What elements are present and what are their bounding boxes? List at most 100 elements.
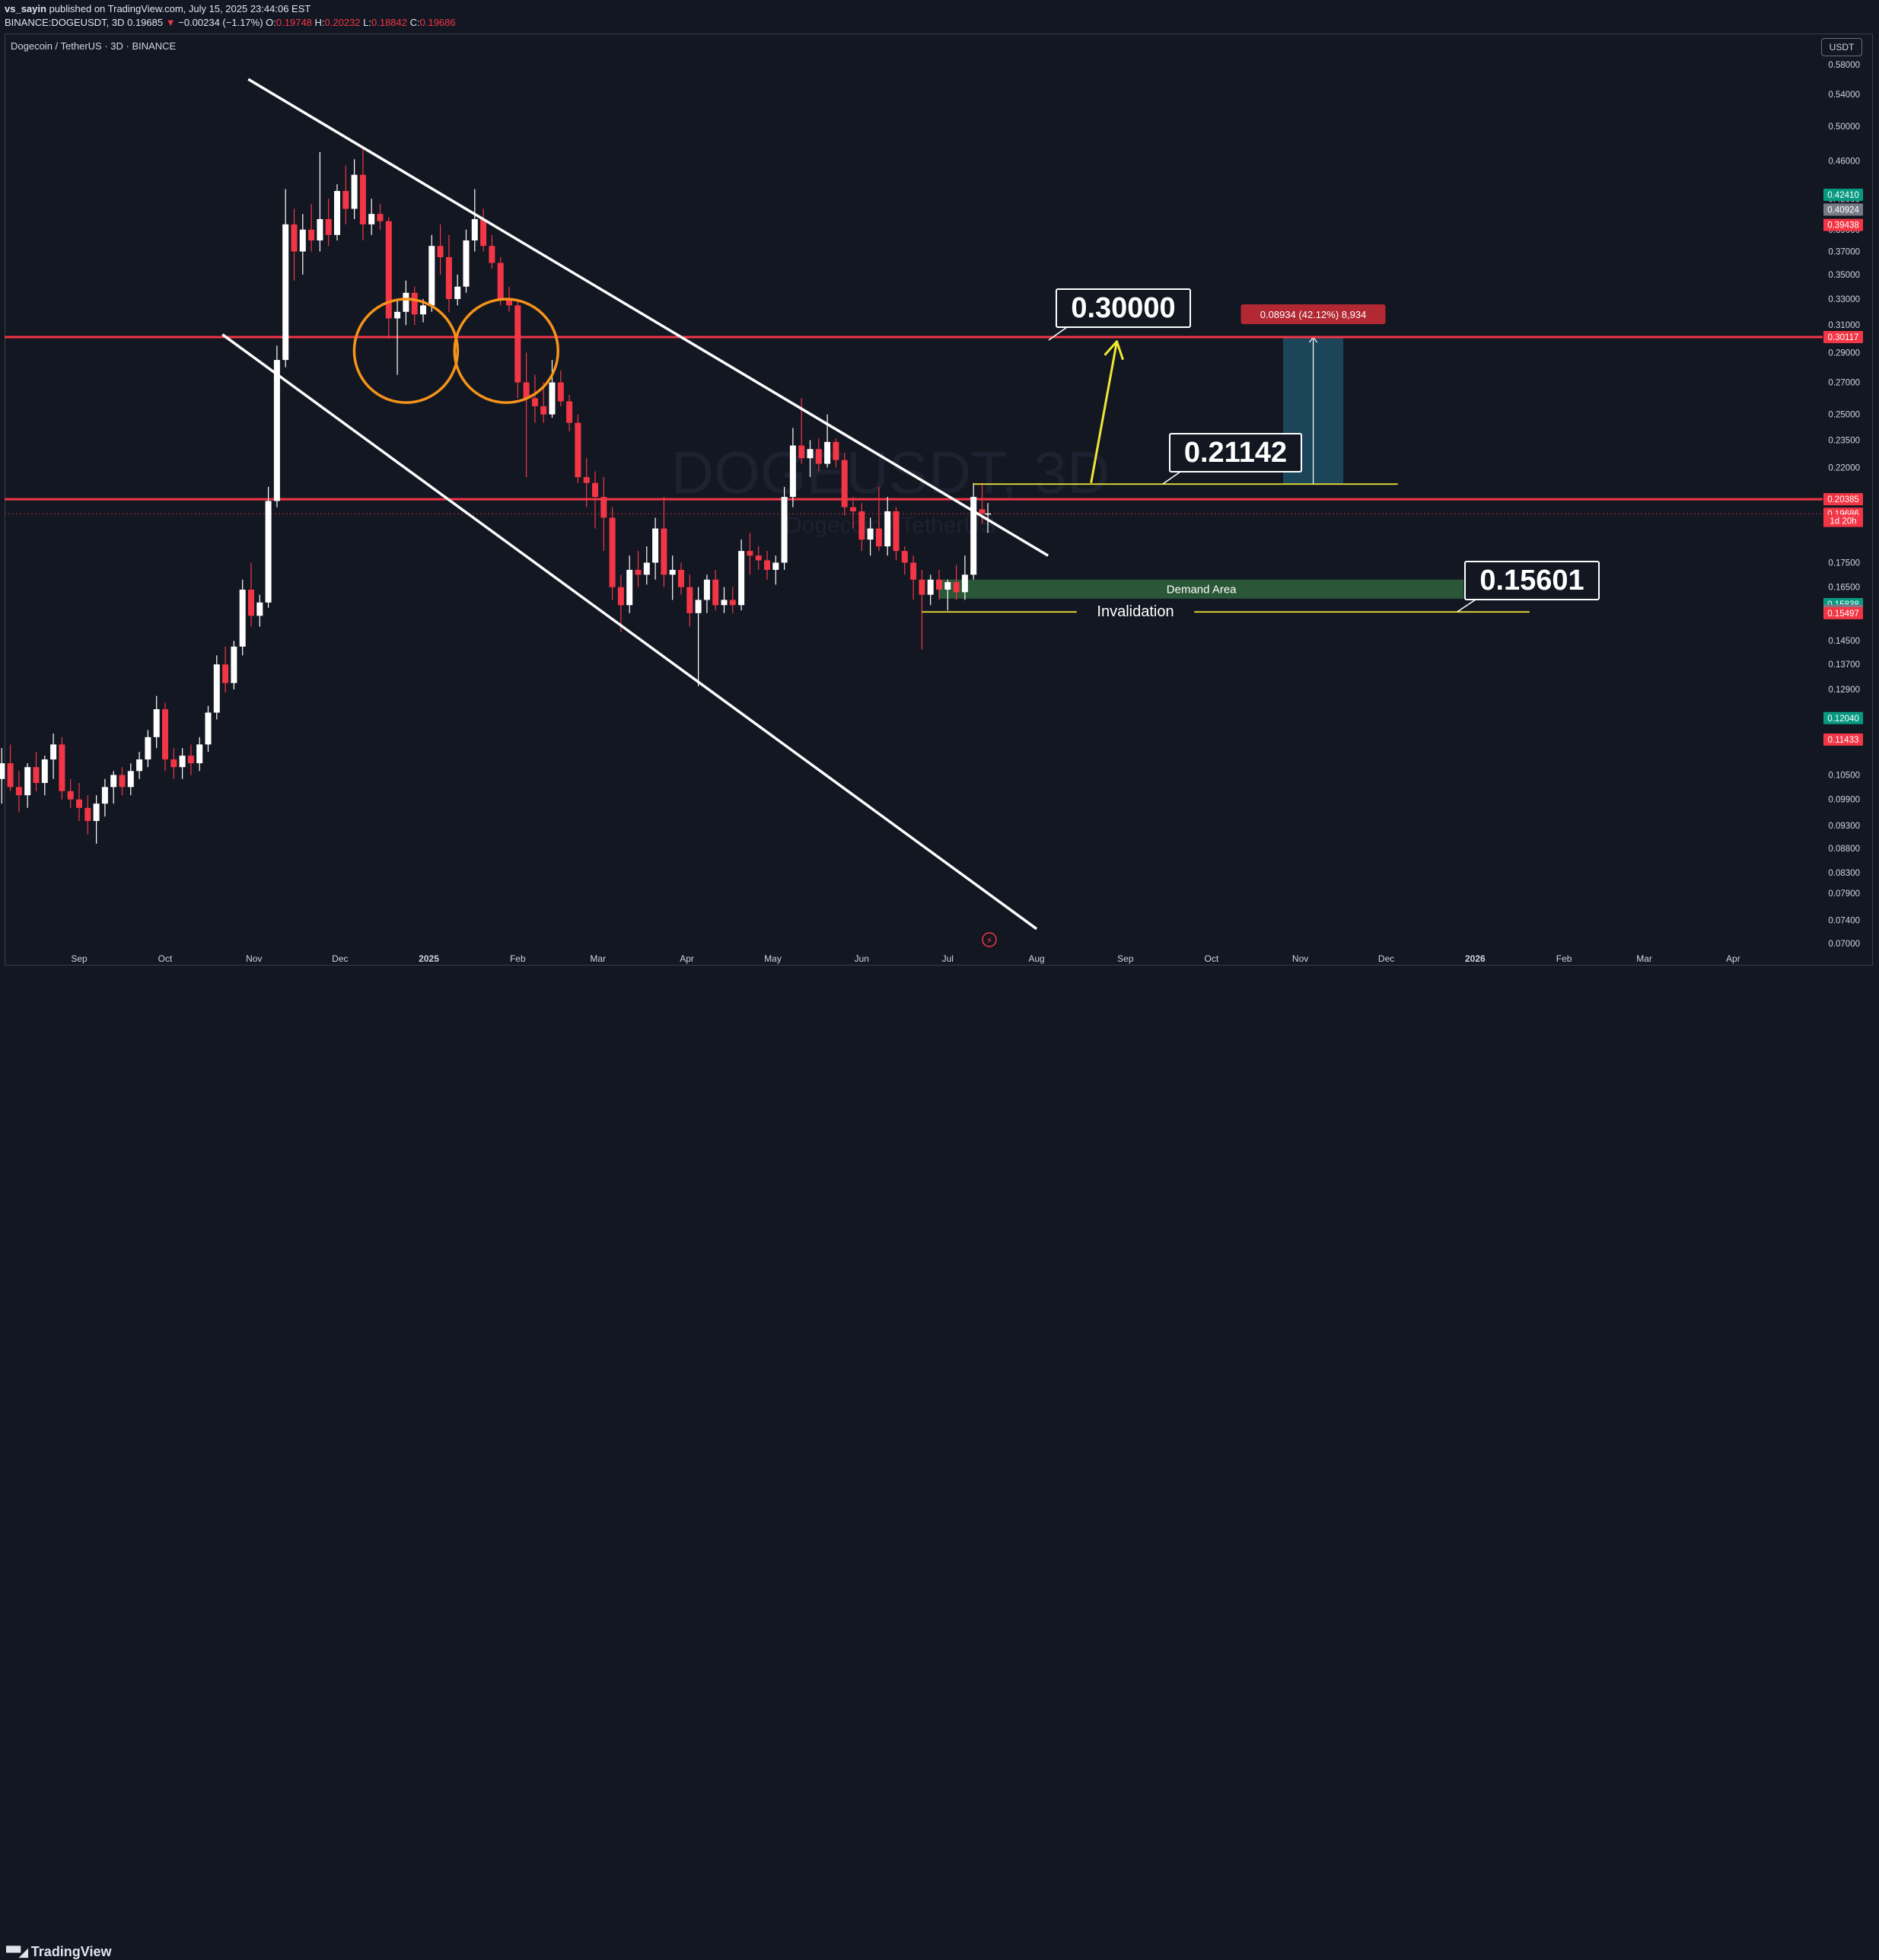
candle-body: [850, 507, 856, 512]
candle-body: [385, 221, 392, 319]
candle-body: [179, 756, 186, 768]
price-label-bg: [1823, 330, 1863, 343]
price-tick-label: 0.37000: [1828, 248, 1860, 257]
tradingview-logo[interactable]: ▀▀◢ TradingView: [6, 1944, 112, 1960]
candle-body: [540, 406, 547, 415]
price-axis[interactable]: 0.580000.540000.500000.460000.420000.390…: [1823, 61, 1863, 949]
publisher-name[interactable]: vs_sayin: [5, 3, 46, 14]
time-tick-label: Nov: [1292, 953, 1308, 964]
price-label: 0.15497: [1827, 609, 1859, 619]
candle-body: [41, 759, 48, 784]
breakout-callout-pointer: [1162, 471, 1181, 485]
candle-body: [480, 218, 487, 247]
candle-body: [721, 600, 728, 606]
candle-body: [428, 246, 435, 306]
candle-body: [265, 501, 272, 603]
price-label: 0.11433: [1828, 736, 1859, 745]
candle-body: [600, 497, 607, 518]
time-tick-label: Feb: [1556, 953, 1572, 964]
price-tick-label: 0.08800: [1828, 845, 1860, 854]
price-tick-label: 0.22000: [1828, 464, 1860, 473]
last-price: 0.19685: [127, 17, 164, 28]
low-value: 0.18842: [371, 17, 407, 28]
candle-body: [979, 509, 986, 514]
time-tick-label: Nov: [246, 953, 262, 964]
candle-body: [403, 292, 409, 312]
watermark-symbol: DOGEUSDT, 3D: [671, 439, 1110, 506]
price-tick-label: 0.31000: [1828, 321, 1860, 330]
candle-body: [506, 299, 512, 306]
price-tick-label: 0.08300: [1828, 869, 1860, 878]
candle-body: [678, 569, 684, 587]
close-value: 0.19686: [419, 17, 456, 28]
candle-body: [910, 562, 917, 580]
time-tick-label: May: [764, 953, 782, 964]
price-tick-label: 0.10500: [1828, 772, 1860, 781]
candles-layer: [0, 148, 992, 844]
time-tick-label: Aug: [1028, 953, 1044, 964]
time-tick-label: Mar: [1636, 953, 1652, 964]
candle-body: [7, 763, 14, 788]
candle-body: [695, 600, 702, 613]
candle-body: [0, 763, 5, 779]
candle-body: [101, 787, 108, 804]
price-tick-label: 0.46000: [1828, 158, 1860, 167]
candle-body: [248, 589, 254, 616]
candle-body: [531, 398, 538, 406]
time-tick-label: Apr: [1726, 953, 1740, 964]
time-axis[interactable]: Sep Oct Nov Dec 2025 Feb Mar Apr May Jun Jul Aug Sep…: [71, 953, 1740, 964]
open-value: 0.19748: [275, 17, 312, 28]
candle-body: [273, 360, 280, 501]
demand-zone-label: Demand Area: [1167, 583, 1237, 596]
price-label: 1d 20h: [1830, 517, 1856, 527]
price-tick-label: 0.07000: [1828, 940, 1860, 949]
candle-body: [583, 477, 590, 483]
price-tick-label: 0.29000: [1828, 349, 1860, 358]
price-tick-label: 0.58000: [1828, 61, 1860, 70]
candle-body: [153, 709, 160, 737]
candle-body: [824, 441, 831, 464]
invalidation-callout-box: [1464, 561, 1600, 600]
candle-body: [747, 551, 753, 556]
candle-body: [669, 569, 676, 575]
drawings-layer: Invalidation 0.30000 0.21142 0.15601 ⚡: [221, 78, 1600, 947]
candle-body: [463, 240, 470, 287]
price-tick-label: 0.35000: [1828, 271, 1860, 280]
price-tick-label: 0.27000: [1828, 379, 1860, 388]
candle-body: [282, 224, 289, 361]
candle-body: [471, 218, 478, 240]
time-tick-label: Jun: [855, 953, 869, 964]
candle-body: [76, 799, 82, 808]
candle-body: [145, 737, 151, 760]
candle-body: [119, 775, 126, 788]
price-tick-label: 0.12900: [1828, 686, 1860, 695]
candle-body: [927, 579, 934, 595]
candle-body: [985, 513, 992, 515]
upper-channel-trendline: [247, 78, 1049, 557]
demand-zone: [939, 579, 1464, 599]
candle-body: [291, 224, 298, 252]
price-label-bg: [1823, 733, 1863, 746]
candle-body: [833, 441, 839, 460]
target-arrowhead-icon: [1104, 340, 1124, 361]
currency-button[interactable]: USDT: [1821, 38, 1862, 56]
price-tick-label: 0.25000: [1828, 411, 1860, 420]
price-tick-label: 0.13700: [1828, 660, 1860, 670]
candle-body: [893, 511, 900, 552]
candle-body: [858, 511, 865, 540]
candle-body: [213, 664, 220, 713]
candle-body: [411, 292, 418, 315]
candle-body: [661, 528, 667, 575]
candle-body: [523, 382, 530, 399]
candle-body: [239, 589, 246, 647]
price-label: 0.12040: [1827, 714, 1859, 724]
highlight-circle-2: [453, 298, 559, 404]
candle-body: [489, 246, 495, 263]
price-label-bg: [1823, 493, 1863, 506]
candle-body: [764, 560, 770, 570]
candle-body: [617, 587, 624, 606]
breakout-callout-box: [1169, 433, 1302, 473]
candle-body: [944, 582, 951, 590]
invalidation-label: Invalidation: [1097, 603, 1174, 620]
